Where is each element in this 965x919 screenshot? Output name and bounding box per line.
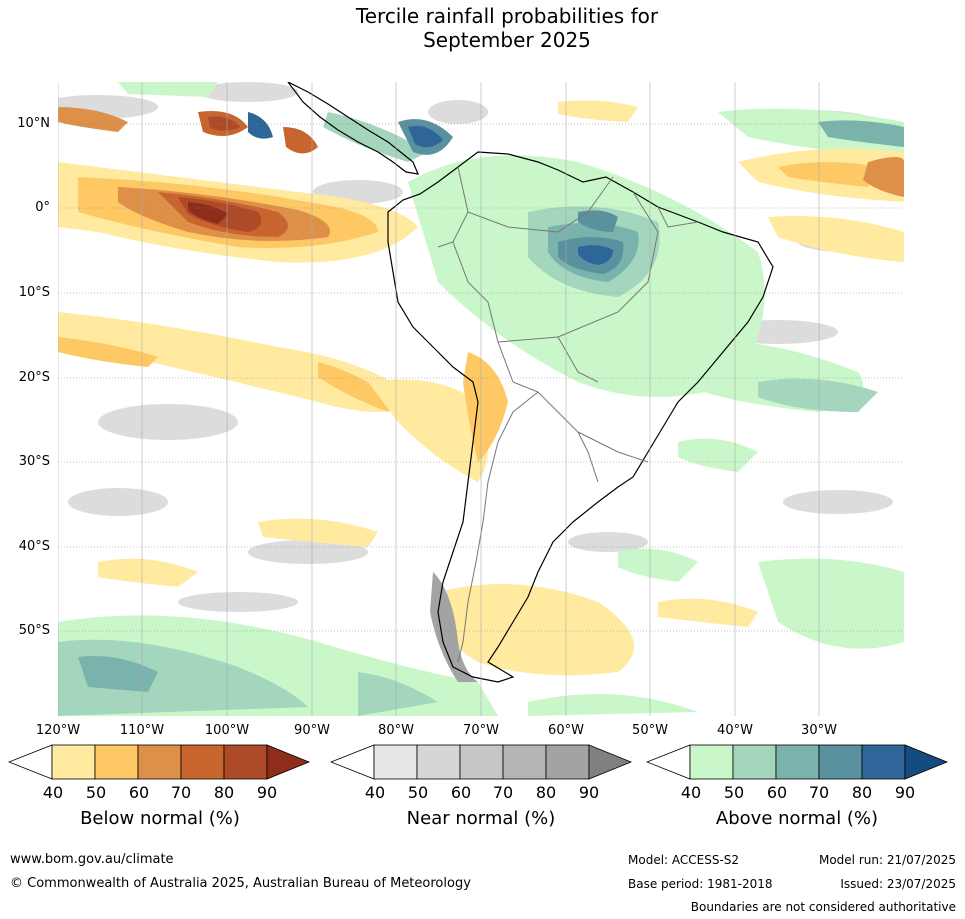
above-tick-90: 90 [894,783,916,802]
above-colorbar-bin-1 [689,744,734,780]
amazon-above-normal [248,112,765,397]
below-colorbar-bin-4 [180,744,225,780]
near-tick-50: 50 [407,783,429,802]
below-tick-40: 40 [42,783,64,802]
central-america-coastline [287,82,419,175]
above-tick-60: 60 [766,783,788,802]
near-tick-70: 70 [492,783,514,802]
map-canvas [58,82,904,716]
below-colorbar-bin-2 [94,744,139,780]
title-line-1: Tercile rainfall probabilities for [355,4,659,28]
below-tick-70: 70 [170,783,192,802]
lon-label-120w: 120°W [35,723,81,738]
below-tick-60: 60 [128,783,150,802]
above-tick-70: 70 [808,783,830,802]
copyright-text: © Commonwealth of Australia 2025, Austra… [10,876,471,891]
below-normal-title: Below normal (%) [80,808,240,829]
above-colorbar-bin-4 [818,744,863,780]
lon-label-30w: 30°W [801,723,837,738]
below-colorbar-bin-3 [137,744,182,780]
above-colorbar-high-extend [904,744,949,780]
lat-label-10n: 10°N [17,116,50,131]
below-tick-80: 80 [213,783,235,802]
lon-label-70w: 70°W [463,723,499,738]
above-colorbar-low-extend [646,744,691,780]
country-borders [437,166,699,663]
boundaries-disclaimer: Boundaries are not considered authoritat… [690,900,956,914]
below-normal-colorbar [8,744,311,780]
below-tick-90: 90 [256,783,278,802]
near-colorbar-bin-1 [373,744,418,780]
lon-label-100w: 100°W [204,723,250,738]
above-tick-50: 50 [723,783,745,802]
near-normal-title: Near normal (%) [406,808,556,829]
above-tick-40: 40 [680,783,702,802]
lon-label-90w: 90°W [294,723,330,738]
near-colorbar-bin-3 [459,744,504,780]
near-colorbar-bin-2 [416,744,461,780]
near-colorbar-low-extend [330,744,375,780]
near-tick-60: 60 [450,783,472,802]
lat-label-40s: 40°S [18,539,50,554]
above-normal-title: Above normal (%) [715,808,879,829]
near-colorbar-bin-4 [502,744,547,780]
lon-label-40w: 40°W [717,723,753,738]
patagonia-near-normal [430,572,478,682]
near-normal-colorbar [330,744,633,780]
above-normal-colorbar [646,744,949,780]
above-normal-areas [58,82,904,716]
lat-label-0: 0° [35,200,50,215]
model-name: Model: ACCESS-S2 [628,853,740,867]
above-colorbar-bin-2 [732,744,777,780]
above-tick-80: 80 [851,783,873,802]
graticule-meridians [58,82,820,716]
lat-label-20s: 20°S [18,370,50,385]
lat-label-30s: 30°S [18,454,50,469]
below-colorbar-high-extend [266,744,311,780]
issued-date: Issued: 23/07/2025 [840,877,956,891]
near-tick-90: 90 [578,783,600,802]
near-colorbar-high-extend [588,744,633,780]
title-line-2: September 2025 [423,28,591,52]
lon-label-110w: 110°W [119,723,165,738]
near-colorbar-bin-5 [545,744,590,780]
model-run-date: Model run: 21/07/2025 [818,853,956,867]
above-colorbar-bin-5 [861,744,906,780]
near-tick-40: 40 [364,783,386,802]
lat-label-10s: 10°S [18,285,50,300]
base-period: Base period: 1981-2018 [628,877,773,891]
near-tick-80: 80 [535,783,557,802]
lon-label-80w: 80°W [378,723,414,738]
below-colorbar-low-extend [8,744,53,780]
map-title: Tercile rainfall probabilities for Septe… [0,4,965,52]
below-colorbar-bin-1 [51,744,96,780]
below-colorbar-bin-5 [223,744,268,780]
below-normal-areas [58,100,904,676]
lon-label-50w: 50°W [632,723,668,738]
south-america-coastline [387,151,774,683]
above-colorbar-bin-3 [775,744,820,780]
website-link[interactable]: www.bom.gov.au/climate [10,852,174,867]
below-tick-50: 50 [85,783,107,802]
lat-label-50s: 50°S [18,623,50,638]
rainfall-probability-map [58,82,904,716]
lon-label-60w: 60°W [548,723,584,738]
